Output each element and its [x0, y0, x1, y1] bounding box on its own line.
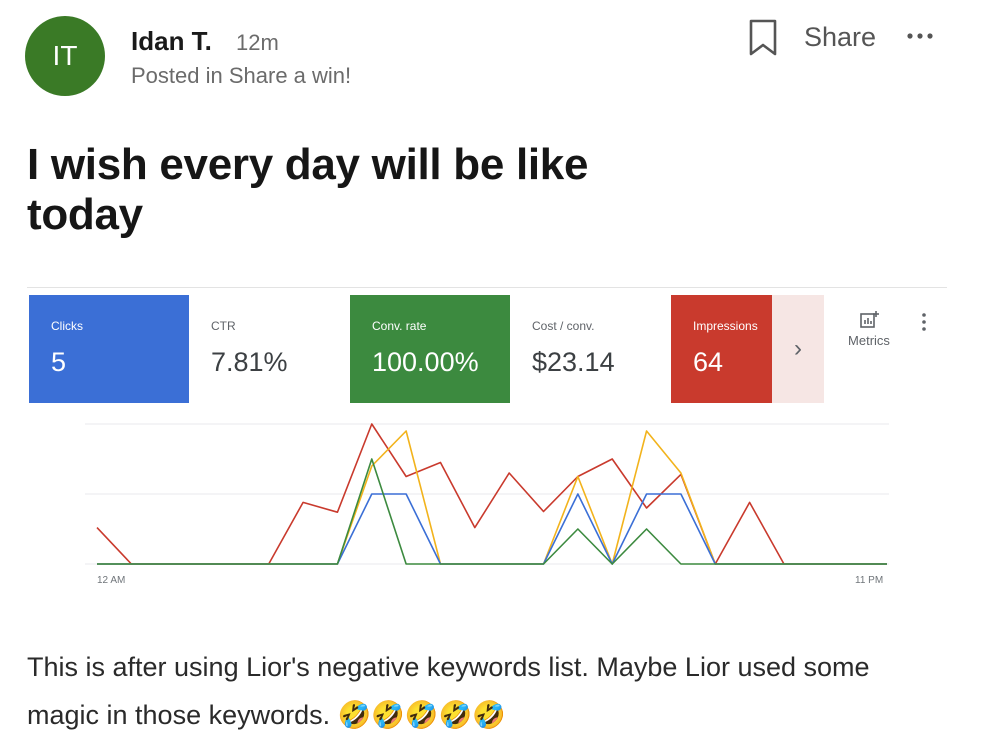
chart-series-line-1: [97, 430, 887, 565]
metric-label: Conv. rate: [372, 319, 427, 333]
metric-card-conv-rate[interactable]: Conv. rate 100.00%: [350, 295, 510, 403]
posted-in: Posted in Share a win!: [131, 63, 351, 89]
post-title: I wish every day will be like today: [27, 140, 589, 239]
metric-value: 7.81%: [211, 347, 288, 377]
performance-line-chart: 12 AM 11 PM: [85, 423, 889, 586]
post-image: Clicks 5 CTR 7.81% Conv. rate 100.00% Co…: [27, 287, 947, 593]
metric-card-impressions[interactable]: Impressions 64: [671, 295, 772, 403]
share-button[interactable]: Share: [804, 22, 877, 52]
category-link[interactable]: Share a win!: [228, 63, 352, 88]
author-name[interactable]: Idan T.: [131, 26, 212, 56]
metric-value: $23.14: [532, 347, 615, 377]
post-time: 12m: [236, 30, 279, 55]
metric-card-ctr[interactable]: CTR 7.81%: [189, 295, 350, 403]
avatar-initials: IT: [52, 40, 78, 71]
post-body-text: This is after using Lior's negative keyw…: [27, 652, 870, 730]
bookmark-icon: [749, 19, 777, 56]
metric-value: 100.00%: [372, 347, 479, 377]
metrics-button[interactable]: Metrics: [839, 310, 899, 348]
chart-series-line-2: [97, 493, 887, 565]
metrics-button-label: Metrics: [848, 333, 890, 348]
next-metrics-button[interactable]: ›: [772, 295, 824, 403]
chart-menu-button[interactable]: [917, 312, 931, 332]
chevron-right-icon: ›: [794, 335, 802, 362]
rolling-laughing-emojis: 🤣🤣🤣🤣🤣: [337, 700, 506, 731]
post-body: This is after using Lior's negative keyw…: [27, 643, 947, 740]
more-options-button[interactable]: [905, 24, 939, 48]
x-axis-end-label: 11 PM: [855, 575, 883, 586]
more-horizontal-icon: [907, 33, 933, 39]
metric-value: 5: [51, 347, 67, 377]
author-avatar[interactable]: IT: [25, 16, 105, 96]
metric-card-cost-per-conv[interactable]: Cost / conv. $23.14: [510, 295, 671, 403]
metric-card-clicks[interactable]: Clicks 5: [29, 295, 189, 403]
more-vertical-icon: [922, 313, 926, 331]
metric-label: CTR: [211, 319, 236, 333]
metric-value: 64: [693, 347, 724, 377]
chart-series-line-3: [97, 458, 887, 565]
bookmark-button[interactable]: [746, 18, 780, 58]
metric-label: Cost / conv.: [532, 319, 595, 333]
metric-label: Impressions: [693, 319, 758, 333]
posted-prefix: Posted in: [131, 63, 223, 88]
metric-label: Clicks: [51, 319, 83, 333]
x-axis-start-label: 12 AM: [97, 575, 125, 586]
add-chart-icon: [860, 311, 879, 328]
